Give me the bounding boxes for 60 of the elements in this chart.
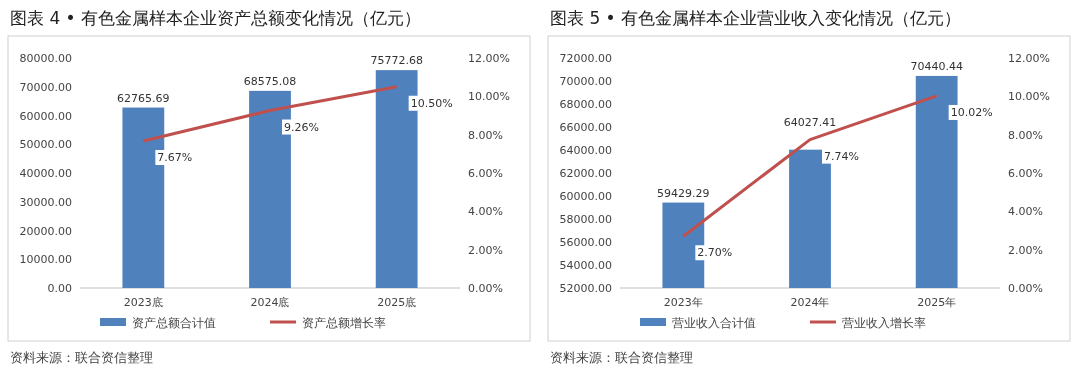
y-tick-label: 30000.00 [19,195,72,209]
legend-label: 资产总额合计值 [132,316,216,330]
x-tick-label: 2023年 [663,296,703,309]
y-tick-label: 54000.00 [559,259,612,272]
y-tick-label: 72000.00 [559,52,612,65]
data-label: 68575.08 [243,74,297,88]
y-tick-label: 70000.00 [559,75,612,88]
y-tick-label: 60000.00 [559,190,612,203]
y-tick-label: 20000.00 [19,224,72,238]
y-tick-label: 62000.00 [559,167,612,180]
y2-tick-label: 2.00% [468,243,503,257]
y2-tick-label: 8.00% [1008,128,1043,142]
y2-tick-label: 0.00% [468,282,503,295]
y2-tick-label: 10.00% [468,90,510,104]
y2-tick-label: 4.00% [1008,205,1043,219]
y2-tick-label: 12.00% [468,52,510,65]
y-tick-label: 66000.00 [559,121,612,134]
chart-title: 图表 4 • 有色金属样本企业资产总额变化情况（亿元） [10,8,422,28]
x-tick-label: 2025年 [917,296,957,309]
legend-label: 营业收入增长率 [842,316,926,330]
y-tick-label: 64000.00 [559,144,612,157]
data-label: 70440.44 [910,59,963,73]
data-label: 59429.29 [657,186,710,200]
data-label: 10.02% [950,105,993,119]
y2-tick-label: 4.00% [468,205,503,219]
x-tick-label: 2024年 [790,296,830,309]
y-tick-label: 68000.00 [559,98,612,111]
x-tick-label: 2023底 [123,296,163,309]
y2-tick-label: 8.00% [468,128,503,142]
y-tick-label: 56000.00 [559,236,612,249]
legend-label: 营业收入合计值 [672,316,756,330]
y-tick-label: 80000.00 [19,52,72,65]
y-tick-label: 50000.00 [19,138,72,152]
y2-tick-label: 6.00% [1008,167,1043,180]
y2-tick-label: 2.00% [1008,243,1043,257]
data-label: 7.67% [157,150,193,164]
data-label: 62765.69 [117,91,170,105]
y-tick-label: 0.00 [47,282,72,295]
legend-label: 资产总额增长率 [302,316,386,330]
y-tick-label: 52000.00 [559,282,612,295]
text: 资料来源：联合资信整理 [10,350,153,365]
y-tick-label: 58000.00 [559,213,612,226]
y2-tick-label: 0.00% [1008,282,1043,295]
y-tick-label: 60000.00 [19,109,72,123]
y2-tick-label: 12.00% [1008,52,1050,65]
y2-tick-label: 6.00% [468,167,503,180]
y-tick-label: 10000.00 [19,253,72,267]
y-tick-label: 40000.00 [19,167,72,180]
data-label: 64027.41 [783,115,837,129]
y2-tick-label: 10.00% [1008,90,1050,104]
x-tick-label: 2024底 [250,296,290,309]
data-label: 10.50% [410,96,453,110]
chart-title: 图表 5 • 有色金属样本企业营业收入变化情况（亿元） [550,8,962,28]
y-tick-label: 70000.00 [19,80,72,94]
data-label: 7.74% [824,149,859,163]
data-label: 9.26% [284,120,319,134]
data-label: 2.70% [697,246,733,260]
x-tick-label: 2025底 [377,296,417,309]
data-label: 75772.68 [370,54,423,68]
text: 资料来源：联合资信整理 [550,350,693,365]
